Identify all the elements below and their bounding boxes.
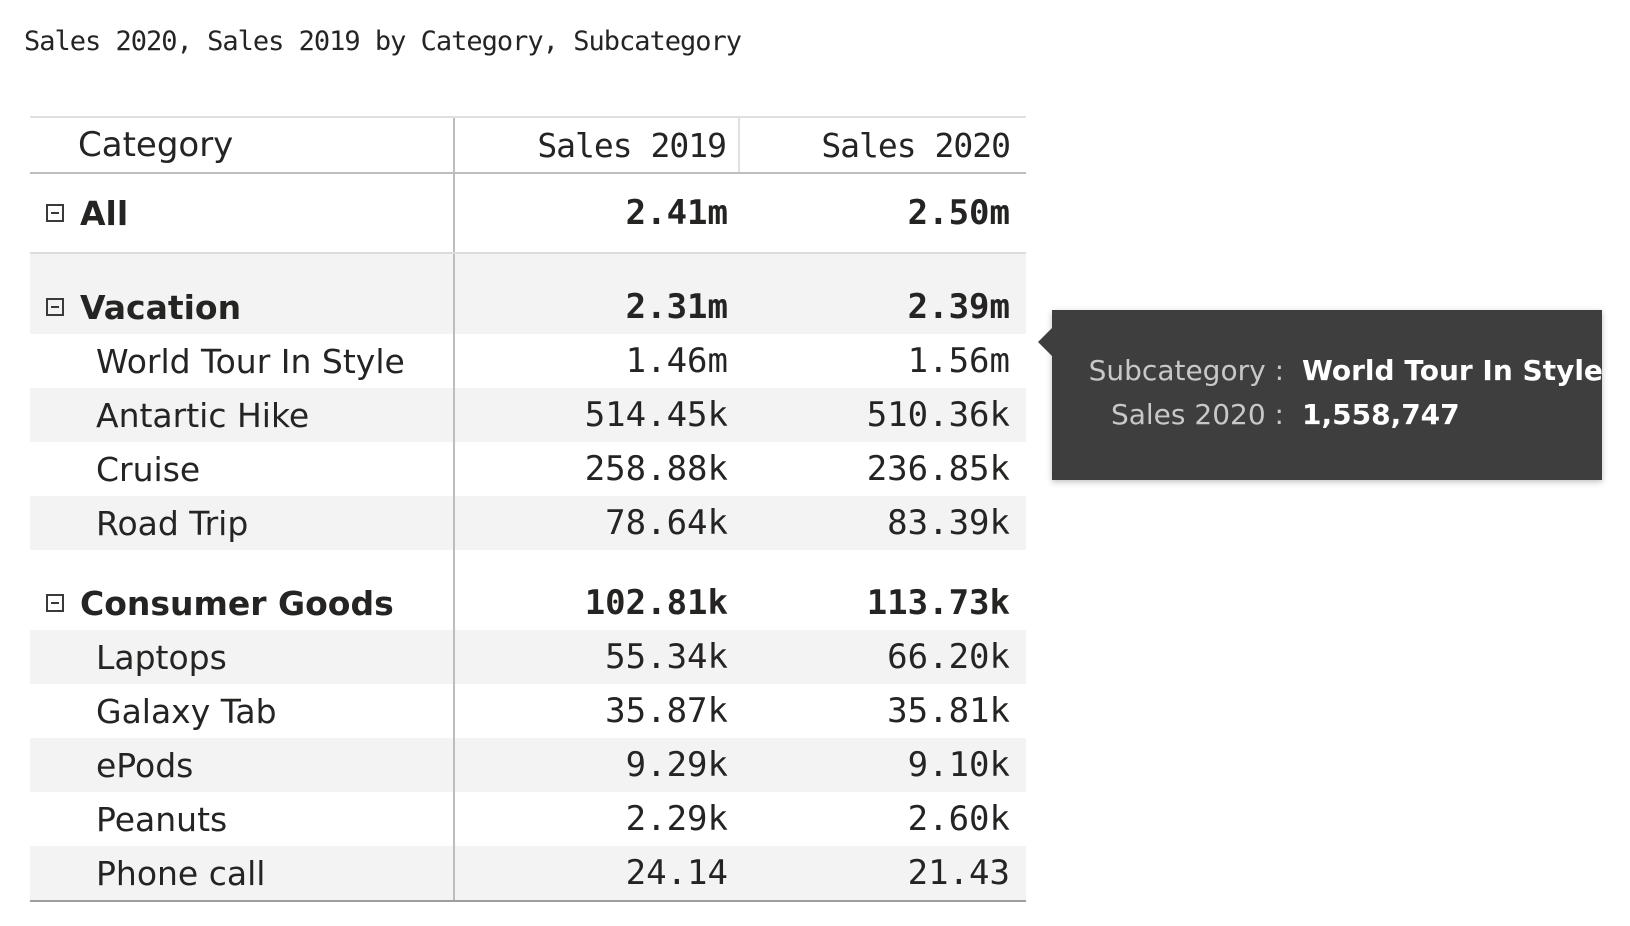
row-label: All — [80, 193, 129, 233]
column-header-category[interactable]: Category — [30, 118, 455, 172]
value-sales-2020: 66.20k — [887, 637, 1010, 677]
value-sales-2020: 236.85k — [866, 449, 1010, 489]
row-header-vacation: Vacation — [30, 280, 455, 334]
spacer-row — [30, 550, 1026, 576]
collapse-icon[interactable] — [46, 204, 64, 222]
row-label: Phone call — [30, 846, 455, 900]
value-sales-2020: 2.50m — [907, 193, 1010, 233]
collapse-icon[interactable] — [46, 298, 64, 316]
value-sales-2020: 2.39m — [907, 287, 1010, 327]
value-sales-2019: 35.87k — [605, 691, 728, 731]
value-sales-2020[interactable]: 1.56m — [907, 341, 1010, 381]
row-label: Peanuts — [30, 792, 455, 846]
spacer-cell — [30, 254, 455, 280]
value-sales-2020: 2.60k — [907, 799, 1010, 839]
value-sales-2019: 2.29k — [625, 799, 728, 839]
table-row: World Tour In Style 1.46m 1.56m — [30, 334, 1026, 388]
table-row: Peanuts 2.29k 2.60k — [30, 792, 1026, 846]
value-sales-2020: 113.73k — [866, 583, 1010, 623]
row-label: World Tour In Style — [30, 334, 455, 388]
value-sales-2019: 9.29k — [625, 745, 728, 785]
value-sales-2019: 514.45k — [584, 395, 728, 435]
tooltip-key: Sales 2020 : — [1110, 398, 1284, 431]
tooltip-value: World Tour In Style — [1302, 354, 1603, 387]
row-label: Laptops — [30, 630, 455, 684]
row-header-all: All — [30, 174, 455, 252]
value-sales-2020: 21.43 — [907, 853, 1010, 893]
row-label: Antartic Hike — [30, 388, 455, 442]
value-sales-2019: 24.14 — [625, 853, 728, 893]
total-row: All 2.41m 2.50m — [30, 174, 1026, 254]
tooltip-key: Subcategory : — [1088, 354, 1284, 387]
value-sales-2019: 102.81k — [584, 583, 728, 623]
table-row: Galaxy Tab 35.87k 35.81k — [30, 684, 1026, 738]
tooltip-value: 1,558,747 — [1302, 398, 1460, 431]
matrix-table: Category Sales 2019 Sales 2020 All 2.41m… — [30, 116, 1026, 902]
value-sales-2020: 510.36k — [866, 395, 1010, 435]
table-row: Road Trip 78.64k 83.39k — [30, 496, 1026, 550]
spacer-cell — [30, 550, 455, 576]
row-label: Cruise — [30, 442, 455, 496]
table-row: Antartic Hike 514.45k 510.36k — [30, 388, 1026, 442]
row-label: Galaxy Tab — [30, 684, 455, 738]
visual-title: Sales 2020, Sales 2019 by Category, Subc… — [24, 26, 742, 57]
value-sales-2020: 83.39k — [887, 503, 1010, 543]
spacer-row — [30, 254, 1026, 280]
value-sales-2020: 9.10k — [907, 745, 1010, 785]
value-sales-2020: 35.81k — [887, 691, 1010, 731]
collapse-icon[interactable] — [46, 594, 64, 612]
group-row-vacation: Vacation 2.31m 2.39m — [30, 280, 1026, 334]
column-header-sales-2020[interactable]: Sales 2020 — [821, 125, 1011, 165]
value-sales-2019: 258.88k — [584, 449, 728, 489]
row-label: Road Trip — [30, 496, 455, 550]
row-header-consumer-goods: Consumer Goods — [30, 576, 455, 630]
value-sales-2019: 1.46m — [625, 341, 728, 381]
row-label: ePods — [30, 738, 455, 792]
column-header-sales-2019[interactable]: Sales 2019 — [455, 118, 740, 172]
matrix-header-row: Category Sales 2019 Sales 2020 — [30, 116, 1026, 174]
row-label: Vacation — [80, 287, 242, 327]
value-sales-2019: 55.34k — [605, 637, 728, 677]
data-tooltip: Subcategory : World Tour In Style Sales … — [1038, 310, 1603, 480]
group-row-consumer-goods: Consumer Goods 102.81k 113.73k — [30, 576, 1026, 630]
value-sales-2019: 78.64k — [605, 503, 728, 543]
table-row: Laptops 55.34k 66.20k — [30, 630, 1026, 684]
value-sales-2019: 2.41m — [625, 193, 728, 233]
value-sales-2019: 2.31m — [625, 287, 728, 327]
table-row: Phone call 24.14 21.43 — [30, 846, 1026, 902]
table-row: Cruise 258.88k 236.85k — [30, 442, 1026, 496]
row-label: Consumer Goods — [80, 583, 394, 623]
table-row: ePods 9.29k 9.10k — [30, 738, 1026, 792]
tooltip-pointer — [1038, 328, 1052, 356]
